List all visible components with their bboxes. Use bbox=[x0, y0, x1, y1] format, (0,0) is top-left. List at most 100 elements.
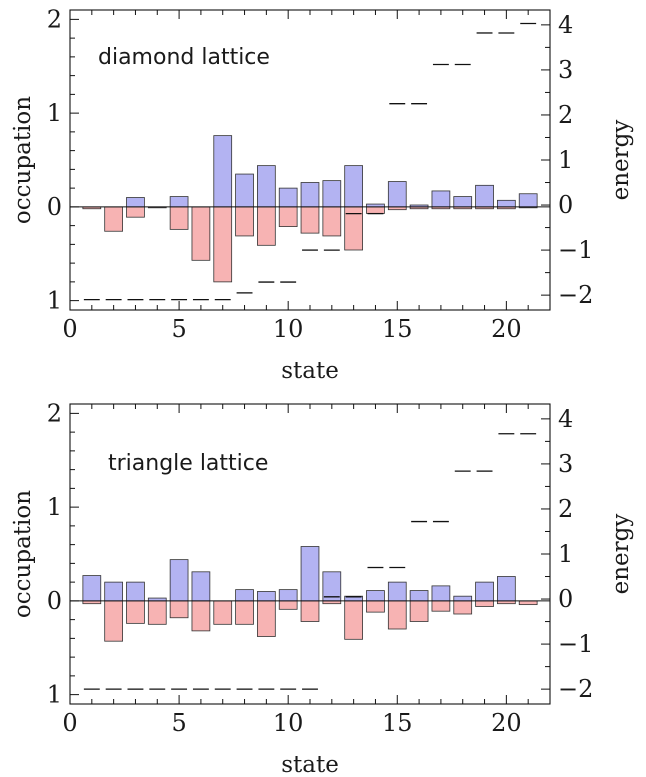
occupation-bar-positive bbox=[497, 199, 516, 208]
occupation-bar-positive bbox=[235, 173, 254, 208]
x-tick-label: 15 bbox=[382, 709, 413, 737]
y2-tick-label: −1 bbox=[558, 630, 593, 658]
occupation-bar-positive bbox=[387, 581, 407, 602]
x-tick-label: 5 bbox=[171, 315, 186, 343]
y2-tick-label: 3 bbox=[558, 450, 573, 478]
occupation-bar-positive bbox=[475, 581, 494, 602]
occupation-bar-negative bbox=[257, 600, 276, 637]
y2-axis-label: energy bbox=[608, 120, 634, 201]
y2-tick-label: 0 bbox=[558, 585, 573, 613]
occupation-bar-positive bbox=[126, 581, 145, 602]
occupation-bar-positive bbox=[409, 590, 429, 602]
occupation-bar-positive bbox=[366, 590, 385, 602]
occupation-bar-positive bbox=[453, 196, 473, 208]
x-tick-label: 5 bbox=[171, 709, 186, 737]
occupation-bar-positive bbox=[322, 180, 342, 208]
y-tick-label: 0 bbox=[47, 193, 62, 221]
y-tick-label: 2 bbox=[47, 5, 62, 33]
occupation-bar-negative bbox=[126, 600, 145, 624]
occupation-bar-negative bbox=[104, 206, 123, 232]
occupation-bar-negative bbox=[366, 600, 385, 613]
occupation-bar-positive bbox=[344, 165, 363, 208]
y2-tick-label: 1 bbox=[558, 146, 573, 174]
occupation-bar-positive bbox=[104, 581, 123, 602]
occupation-bar-positive bbox=[497, 576, 516, 602]
y2-tick-label: −2 bbox=[558, 281, 593, 309]
occupation-bar-negative bbox=[278, 600, 298, 610]
occupation-bar-negative bbox=[191, 600, 211, 632]
occupation-bar-negative bbox=[387, 600, 407, 630]
occupation-bar-positive bbox=[300, 546, 320, 602]
x-tick-label: 0 bbox=[62, 709, 77, 737]
occupation-bar-negative bbox=[366, 206, 385, 214]
x-tick-label: 0 bbox=[62, 315, 77, 343]
occupation-bar-negative bbox=[191, 206, 211, 261]
occupation-bar-negative bbox=[213, 600, 233, 625]
occupation-bar-positive bbox=[213, 135, 233, 208]
y-tick-label: 2 bbox=[47, 399, 62, 427]
y-tick-label: 1 bbox=[47, 493, 62, 521]
occupation-bar-negative bbox=[322, 206, 342, 237]
occupation-bar-positive bbox=[169, 196, 189, 208]
occupation-bar-positive bbox=[257, 165, 276, 208]
occupation-bar-negative bbox=[518, 600, 538, 606]
x-axis-label: state bbox=[281, 358, 339, 384]
occupation-bar-positive bbox=[191, 571, 211, 602]
panel-title: triangle lattice bbox=[108, 451, 268, 476]
occupation-bar-positive bbox=[278, 589, 298, 602]
x-tick-label: 10 bbox=[273, 709, 304, 737]
y2-tick-label: 2 bbox=[558, 101, 573, 129]
occupation-bar-positive bbox=[431, 190, 451, 208]
occupation-bar-positive bbox=[169, 559, 189, 602]
occupation-bar-negative bbox=[169, 600, 189, 619]
occupation-bar-negative bbox=[235, 206, 254, 237]
occupation-bar-positive bbox=[235, 589, 254, 602]
y2-axis-label: energy bbox=[608, 514, 634, 595]
occupation-bar-positive bbox=[257, 591, 276, 602]
occupation-bar-positive bbox=[82, 575, 102, 602]
x-tick-label: 10 bbox=[273, 315, 304, 343]
occupation-bar-negative bbox=[126, 206, 145, 218]
occupation-bar-positive bbox=[387, 181, 407, 208]
y2-tick-label: 0 bbox=[558, 191, 573, 219]
occupation-bar-negative bbox=[475, 600, 494, 607]
occupation-bar-negative bbox=[278, 206, 298, 227]
x-axis-label: state bbox=[281, 752, 339, 777]
occupation-bar-negative bbox=[104, 600, 123, 642]
occupation-bar-negative bbox=[300, 206, 320, 234]
occupation-bar-negative bbox=[235, 600, 254, 625]
y2-tick-label: 4 bbox=[558, 405, 573, 433]
occupation-bar-negative bbox=[213, 206, 233, 283]
occupation-bar-positive bbox=[300, 182, 320, 208]
x-tick-label: 15 bbox=[382, 315, 413, 343]
occupation-bar-negative bbox=[300, 600, 320, 622]
y-tick-label: 1 bbox=[47, 681, 62, 709]
y2-tick-label: 2 bbox=[558, 495, 573, 523]
x-tick-label: 20 bbox=[491, 315, 522, 343]
occupation-bar-negative bbox=[169, 206, 189, 230]
x-tick-label: 20 bbox=[491, 709, 522, 737]
y-axis-label: occupation bbox=[10, 96, 36, 224]
occupation-bar-positive bbox=[431, 585, 451, 602]
occupation-bar-negative bbox=[344, 600, 363, 640]
occupation-bar-positive bbox=[126, 197, 145, 208]
panel-title: diamond lattice bbox=[98, 45, 270, 70]
occupation-bar-negative bbox=[409, 600, 429, 622]
y2-tick-label: −2 bbox=[558, 675, 593, 703]
y2-tick-label: −1 bbox=[558, 236, 593, 264]
occupation-bar-positive bbox=[475, 184, 494, 208]
occupation-bar-negative bbox=[431, 600, 451, 612]
y2-tick-label: 1 bbox=[558, 540, 573, 568]
occupation-bar-negative bbox=[453, 600, 473, 615]
y-tick-label: 1 bbox=[47, 287, 62, 315]
y-tick-label: 0 bbox=[47, 587, 62, 615]
y-tick-label: 1 bbox=[47, 99, 62, 127]
occupation-bar-negative bbox=[147, 600, 167, 625]
y-axis-label: occupation bbox=[10, 490, 36, 618]
y2-tick-label: 4 bbox=[558, 11, 573, 39]
occupation-bar-negative bbox=[257, 206, 276, 246]
occupation-bar-positive bbox=[518, 193, 538, 208]
